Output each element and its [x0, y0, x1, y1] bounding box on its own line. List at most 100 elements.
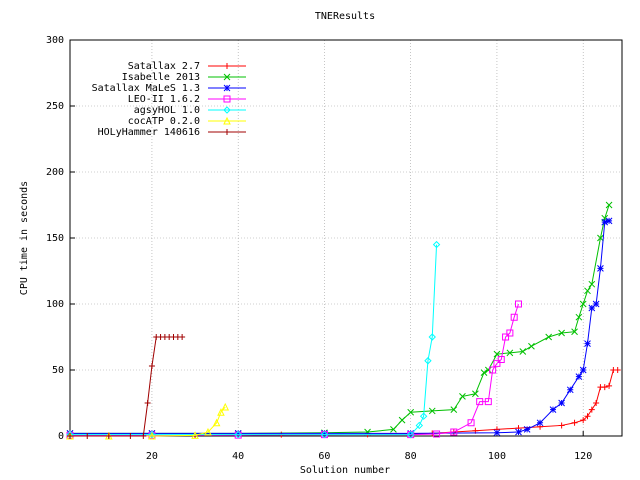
data-point — [67, 433, 73, 439]
x-tick-label: 20 — [146, 451, 158, 462]
data-point — [584, 413, 591, 420]
data-point — [614, 367, 621, 373]
data-point — [148, 431, 156, 440]
data-point — [320, 431, 328, 439]
data-point — [480, 369, 488, 376]
data-point — [212, 418, 221, 427]
data-point — [407, 430, 415, 437]
data-point — [580, 417, 587, 424]
data-point — [515, 300, 522, 308]
data-point — [549, 406, 557, 413]
data-point — [566, 386, 574, 394]
data-point — [148, 430, 156, 439]
x-tick-label: 100 — [488, 451, 506, 462]
data-point — [144, 400, 151, 406]
series-line — [70, 204, 610, 434]
data-point — [506, 349, 514, 357]
data-point — [148, 363, 155, 370]
data-point — [467, 419, 475, 427]
data-point — [424, 357, 432, 365]
data-point — [510, 313, 518, 321]
data-point — [428, 407, 436, 415]
data-point — [571, 419, 578, 426]
legend-label: Satallax 2.7 — [128, 61, 200, 72]
data-point — [84, 433, 91, 439]
data-point — [605, 201, 613, 209]
legend-label: cocATP 0.2.0 — [128, 116, 200, 127]
data-point — [579, 366, 587, 374]
legend-label: Satallax MaLeS 1.3 — [92, 83, 200, 94]
data-point — [597, 265, 604, 272]
data-point — [234, 430, 242, 437]
data-point — [588, 304, 596, 312]
data-point — [221, 402, 230, 411]
chart-title: TNEResults — [315, 11, 375, 22]
plot-frame — [69, 39, 623, 437]
data-point — [234, 430, 242, 439]
data-point — [415, 421, 424, 430]
data-point — [601, 218, 609, 226]
data-point — [191, 431, 199, 439]
data-point — [515, 428, 522, 436]
data-point — [320, 430, 329, 439]
legend-label: agsyHOL 1.0 — [134, 105, 200, 116]
series-line — [70, 244, 438, 436]
data-point — [224, 129, 230, 135]
data-point — [588, 280, 596, 288]
data-point — [390, 426, 397, 433]
data-point — [584, 287, 591, 295]
data-point — [459, 393, 466, 400]
legend-label: Isabelle 2013 — [122, 72, 200, 83]
data-point — [428, 333, 436, 341]
y-tick-label: 300 — [46, 35, 64, 46]
x-tick-label: 40 — [232, 451, 244, 462]
data-point — [407, 431, 415, 439]
y-tick-label: 0 — [58, 431, 64, 442]
y-tick-label: 50 — [52, 365, 64, 376]
data-point — [493, 429, 501, 437]
x-axis-label: Solution number — [300, 465, 390, 476]
data-point — [321, 430, 328, 437]
data-point — [484, 366, 492, 374]
data-point — [406, 430, 415, 439]
data-point — [223, 73, 231, 81]
data-point — [588, 406, 595, 413]
data-point — [523, 426, 531, 433]
data-point — [605, 217, 613, 225]
data-point — [545, 333, 553, 341]
y-tick-label: 200 — [46, 167, 64, 178]
data-point — [571, 328, 578, 336]
y-axis-label: CPU time in seconds — [19, 181, 30, 295]
data-point — [476, 398, 484, 406]
data-point — [558, 329, 565, 337]
data-point — [432, 240, 441, 249]
x-tick-label: 80 — [405, 451, 417, 462]
data-point — [579, 300, 587, 308]
data-point — [506, 329, 514, 337]
legend-label: HOLyHammer 140616 — [98, 127, 200, 138]
data-point — [204, 427, 212, 436]
data-point — [217, 408, 225, 416]
data-point — [593, 400, 600, 406]
data-point — [223, 116, 231, 125]
data-point — [584, 340, 591, 347]
data-point — [140, 433, 147, 439]
data-point — [597, 234, 604, 242]
data-point — [433, 430, 441, 438]
data-point — [528, 342, 535, 350]
x-tick-label: 120 — [574, 451, 592, 462]
data-point — [536, 419, 544, 427]
data-point — [601, 384, 608, 391]
data-point — [450, 406, 458, 413]
y-tick-label: 250 — [46, 101, 64, 112]
x-tick-label: 60 — [318, 451, 330, 462]
data-point — [575, 313, 583, 321]
y-tick-label: 150 — [46, 233, 64, 244]
data-point — [450, 428, 458, 436]
data-point — [606, 382, 613, 389]
data-point — [223, 84, 231, 92]
data-point — [127, 433, 134, 439]
data-point — [179, 334, 186, 340]
